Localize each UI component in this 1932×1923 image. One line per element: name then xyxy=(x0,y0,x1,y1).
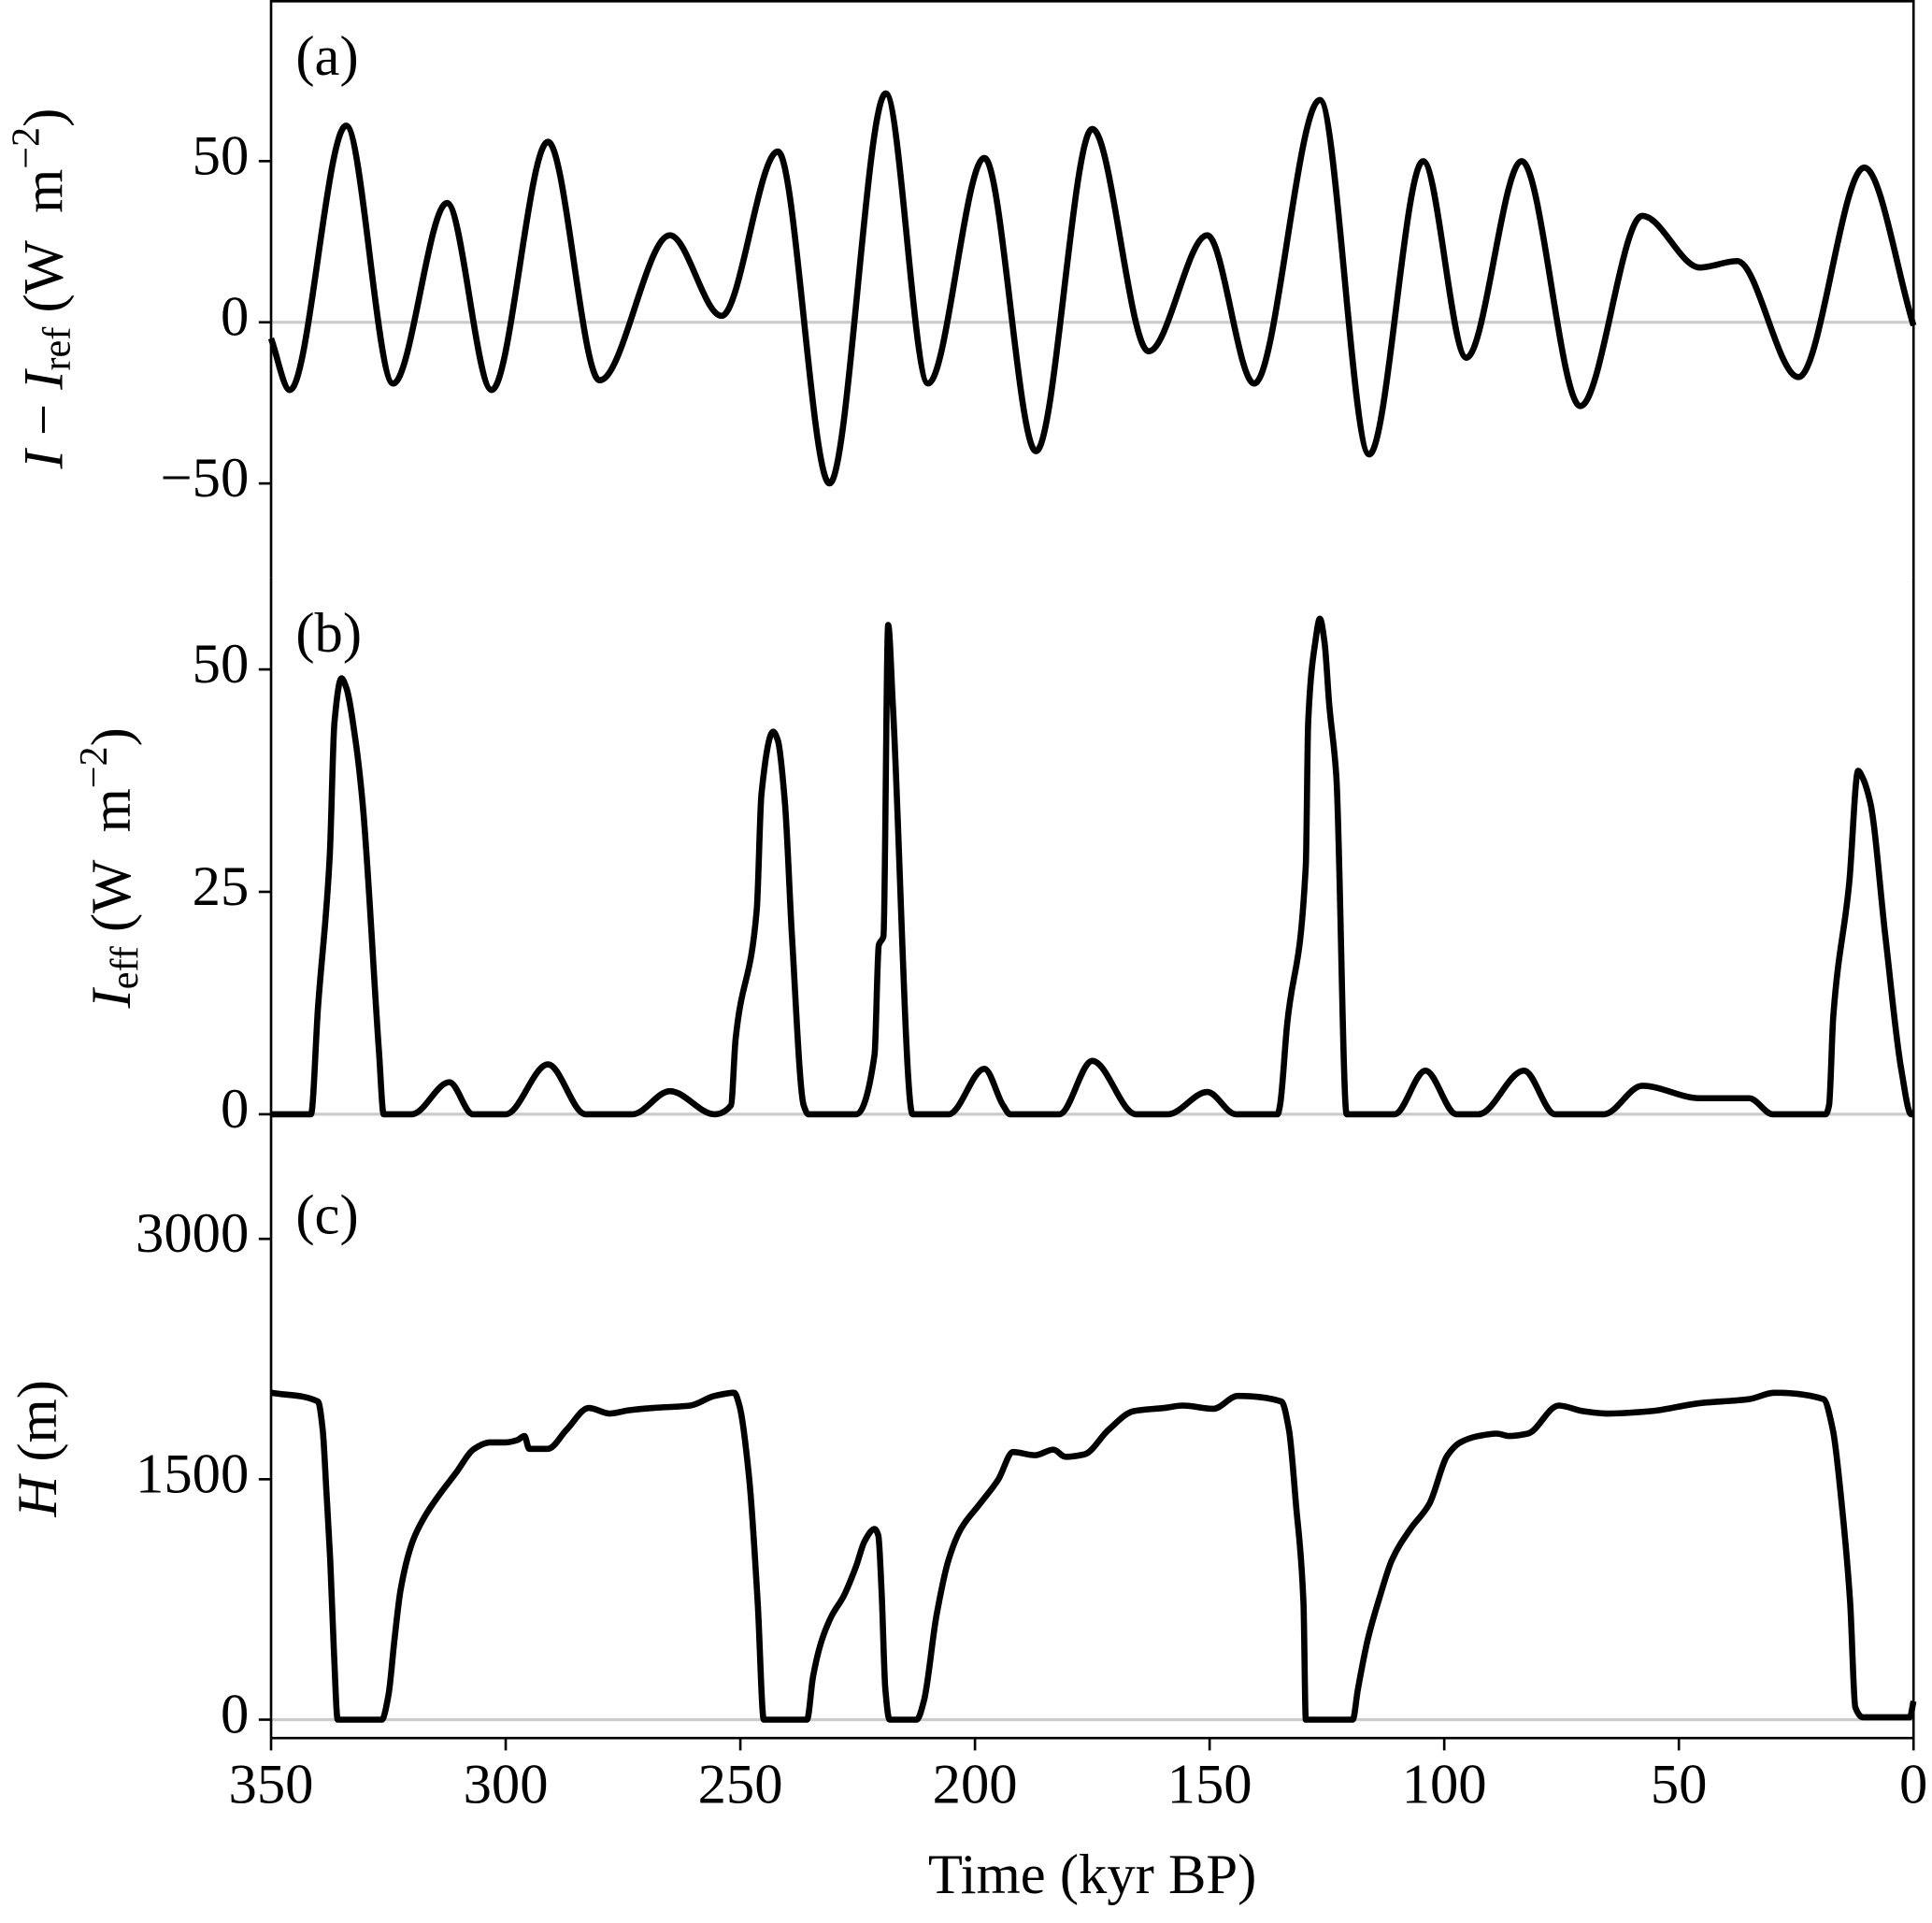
y-axis-label: H (m) xyxy=(7,1380,69,1518)
x-tick-label: 150 xyxy=(1167,1754,1252,1816)
y-tick-label: 50 xyxy=(193,124,250,187)
label-part: (W m xyxy=(80,788,143,946)
panel-label: (b) xyxy=(295,602,362,665)
x-tick-label: 350 xyxy=(229,1754,314,1816)
label-part: − xyxy=(13,390,76,451)
label-part: −2 xyxy=(4,127,48,169)
x-tick-label: 300 xyxy=(464,1754,549,1816)
data-line xyxy=(267,90,1917,487)
y-tick-label: 25 xyxy=(193,855,250,918)
label-part: ) xyxy=(13,108,76,127)
y-tick-label: 0 xyxy=(221,1078,249,1141)
y-axis-label: Ieff (W m−2) xyxy=(72,727,148,1009)
y-axis-label: I − Iref (W m−2) xyxy=(4,108,79,470)
x-tick-label: 0 xyxy=(1899,1754,1927,1816)
x-tick-label: 250 xyxy=(698,1754,783,1816)
data-line xyxy=(270,1389,1917,1723)
data-line xyxy=(271,615,1915,1118)
x-tick-label: 50 xyxy=(1651,1754,1708,1816)
panel-label: (a) xyxy=(295,25,358,88)
label-part: H xyxy=(7,1473,69,1518)
label-part: ref xyxy=(36,326,79,371)
y-tick-label: 1500 xyxy=(136,1442,249,1505)
label-part: I xyxy=(80,986,143,1009)
y-tick-label: 3000 xyxy=(136,1202,249,1265)
x-tick-label: 100 xyxy=(1402,1754,1487,1816)
y-tick-label: −50 xyxy=(160,447,249,509)
label-part: I xyxy=(13,368,76,391)
label-part: ) xyxy=(80,727,143,746)
label-part: (W m xyxy=(13,169,76,327)
y-tick-label: 0 xyxy=(221,286,249,349)
x-tick-label: 200 xyxy=(933,1754,1018,1816)
y-tick-label: 0 xyxy=(221,1683,249,1745)
x-axis-label: Time (kyr BP) xyxy=(928,1844,1256,1906)
label-part: I xyxy=(13,447,76,469)
label-part: (m) xyxy=(7,1380,69,1476)
y-tick-label: 50 xyxy=(193,633,250,696)
panel-label: (c) xyxy=(295,1184,358,1246)
label-part: eff xyxy=(104,945,148,989)
label-part: −2 xyxy=(72,746,116,788)
